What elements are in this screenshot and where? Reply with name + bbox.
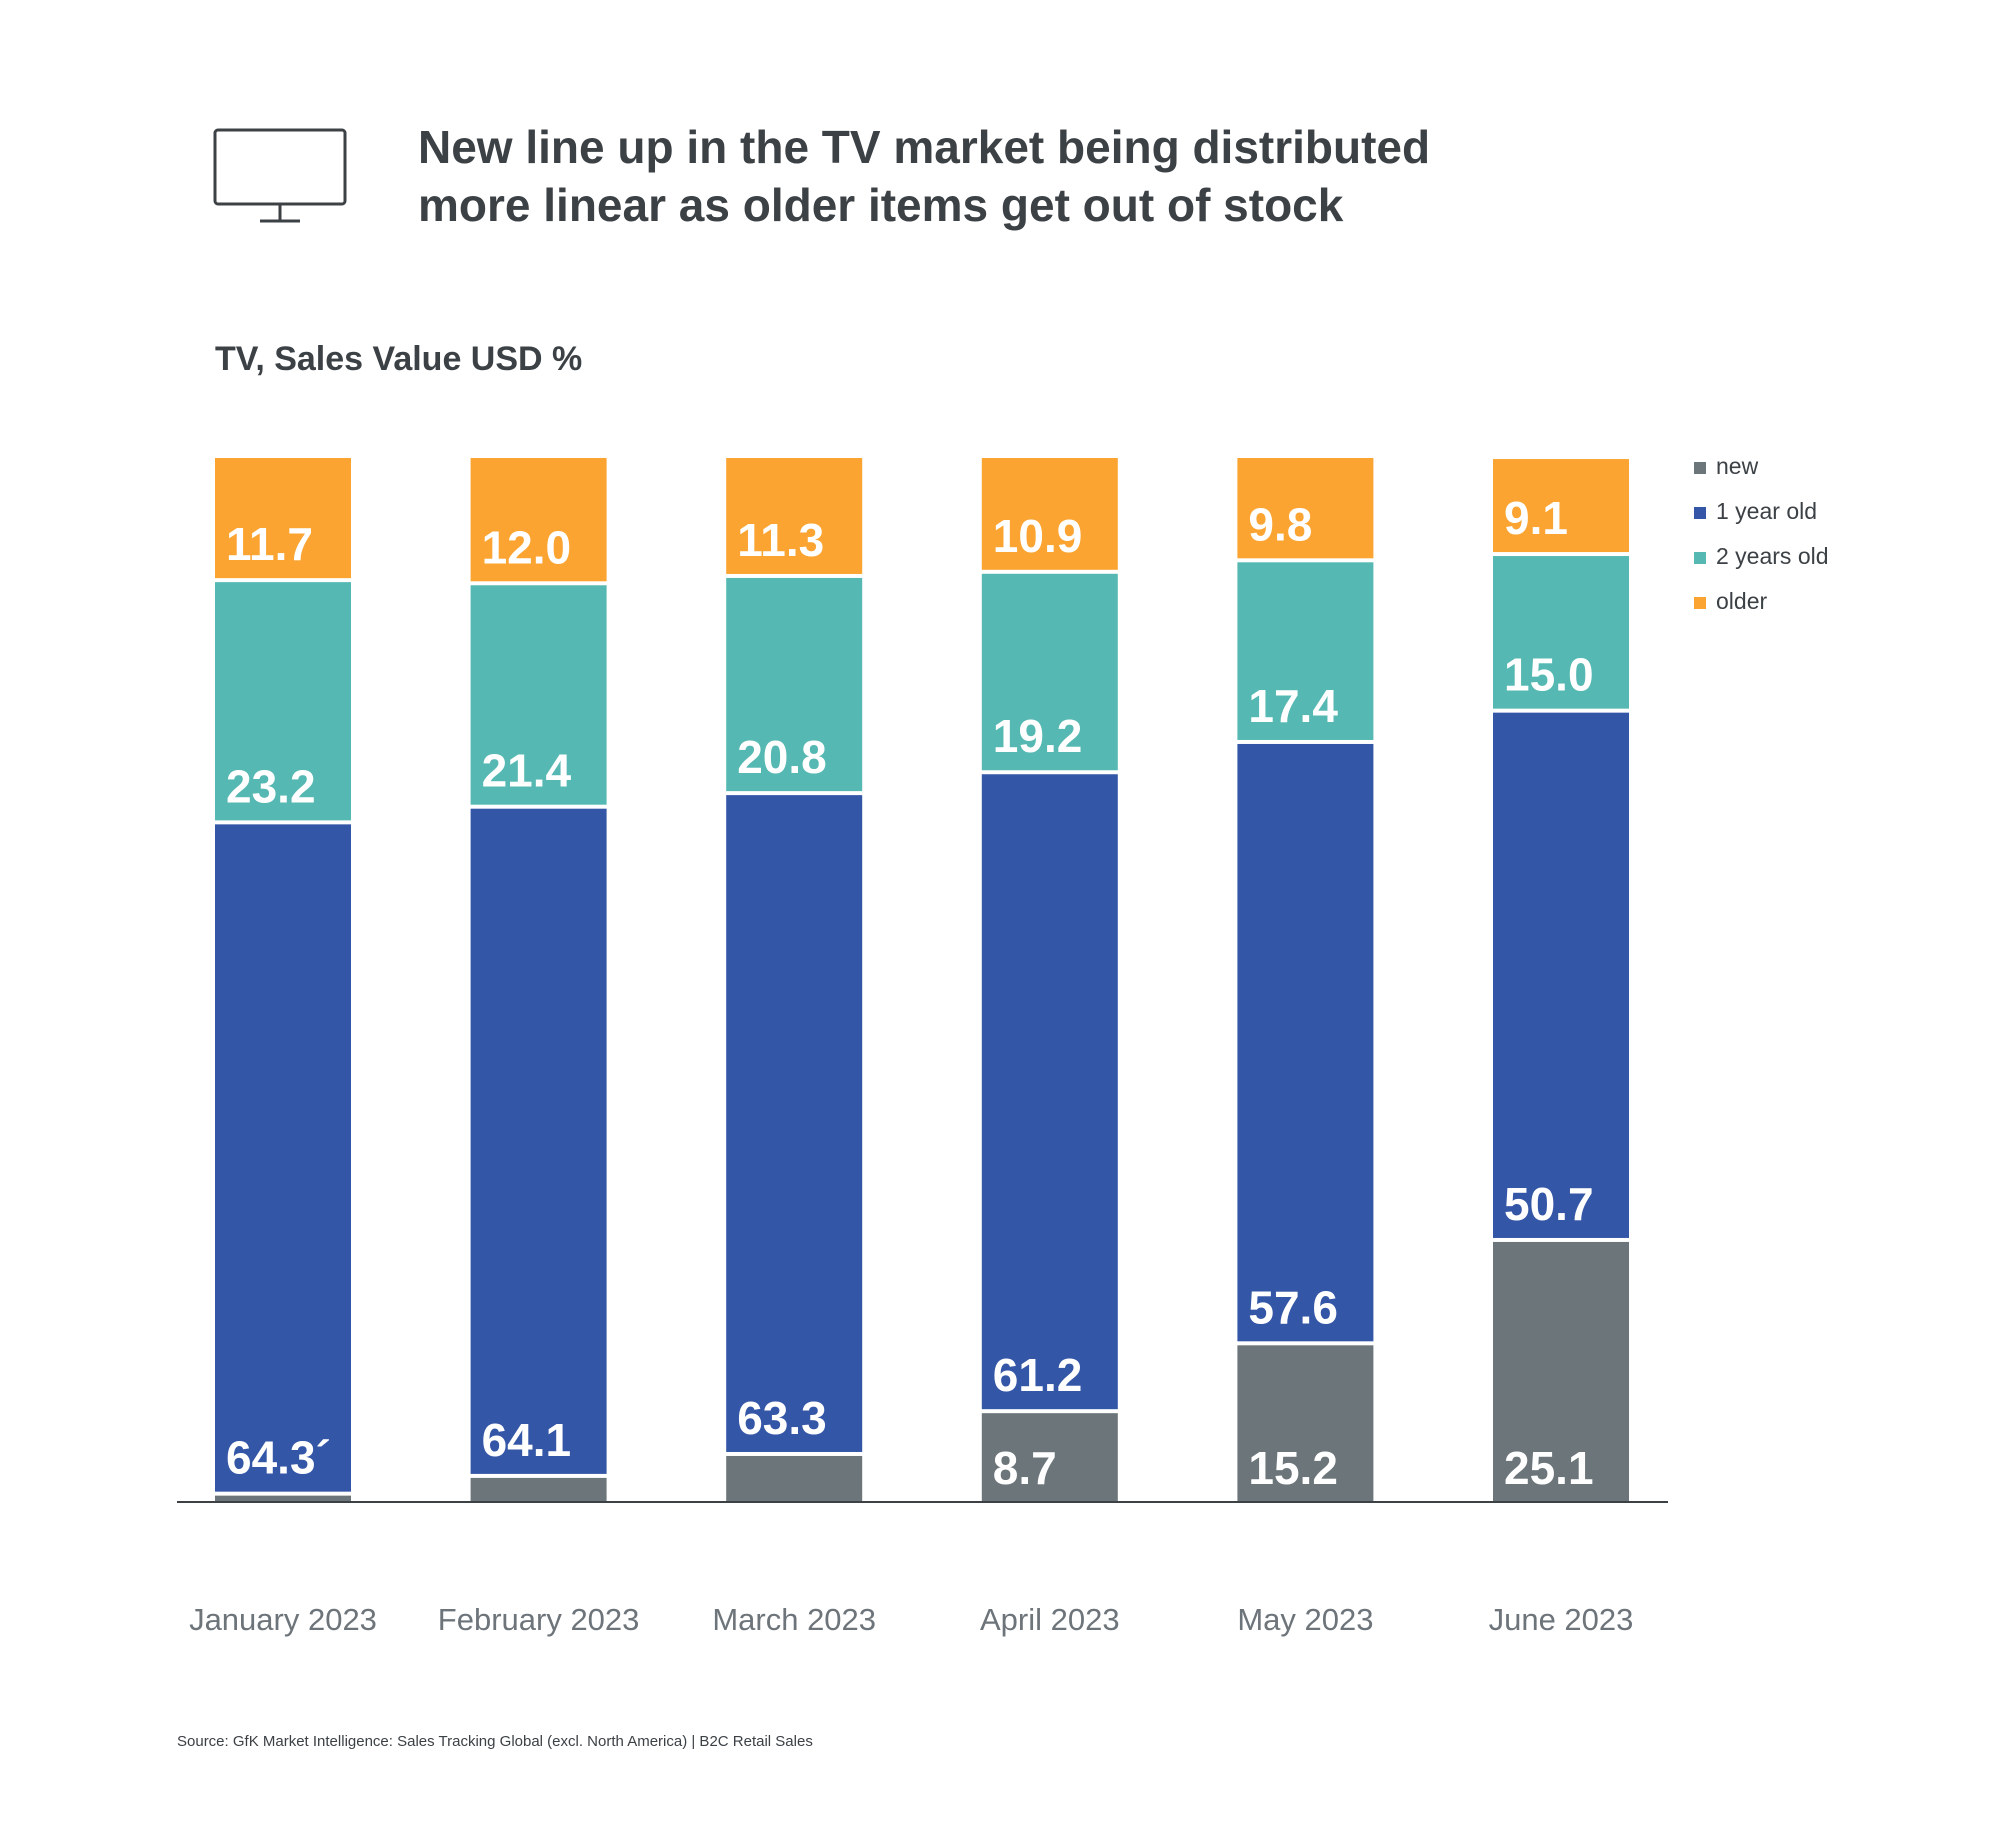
data-label: 25.1 [1504, 1442, 1594, 1494]
data-label: 20.8 [737, 731, 827, 783]
bar-segment-older [981, 458, 1118, 570]
source-note: Source: GfK Market Intelligence: Sales T… [177, 1733, 813, 1750]
x-tick-label: June 2023 [1489, 1602, 1634, 1637]
data-label: 15.2 [1248, 1442, 1338, 1494]
bar-segment-2-years-old [1493, 556, 1629, 709]
data-label: 50.7 [1504, 1178, 1594, 1230]
data-label: 61.2 [993, 1349, 1083, 1401]
data-label: 10.9 [993, 510, 1083, 562]
legend-label: 2 years old [1716, 543, 1829, 569]
data-label: 15.0 [1504, 649, 1594, 701]
chart-subtitle: TV, Sales Value USD % [215, 340, 583, 378]
stacked-bar-chart: 64.3´ 23.2 11.7 January 2023 64.1 21.4 12.0 Feb… [177, 453, 1829, 1637]
bar-segment-1-year-old [981, 774, 1118, 1410]
bar-segment-new [981, 1413, 1118, 1502]
chart-title-line-2: more linear as older items get out of st… [418, 179, 1344, 231]
bar-segment-2-years-old [726, 577, 863, 792]
legend-swatch-older [1694, 597, 1706, 609]
data-label: 9.8 [1248, 498, 1312, 550]
bar-segment-1-year-old [1493, 712, 1629, 1238]
bar-segment-new [1237, 1345, 1374, 1502]
legend-label: 1 year old [1716, 498, 1817, 524]
bar-segment-older [215, 458, 351, 579]
bar-segment-1-year-old [1237, 743, 1374, 1342]
bar-segment-older [1237, 458, 1374, 559]
data-label: 17.4 [1248, 680, 1338, 732]
bar-segment-1-year-old [215, 824, 351, 1492]
data-label: 64.1 [482, 1414, 572, 1466]
data-label: 57.6 [1248, 1281, 1338, 1333]
chart-title-line-1: New line up in the TV market being distr… [418, 121, 1431, 173]
x-tick-label: May 2023 [1237, 1602, 1373, 1637]
x-tick-label: March 2023 [712, 1602, 876, 1637]
data-label: 64.3´ [226, 1432, 331, 1484]
legend-label: older [1716, 588, 1767, 614]
bar-segment-older [1493, 459, 1629, 553]
legend-label: new [1716, 453, 1759, 479]
bar-segment-new [1493, 1241, 1629, 1502]
chart-title: New line up in the TV market being distr… [418, 118, 1618, 234]
data-label: 19.2 [993, 710, 1083, 762]
data-label: 23.2 [226, 760, 316, 812]
legend-swatch-2-years-old [1694, 552, 1706, 564]
bar-segment-2-years-old [470, 585, 607, 805]
x-tick-label: February 2023 [438, 1602, 640, 1637]
x-tick-label: January 2023 [189, 1602, 377, 1637]
data-label: 63.3 [737, 1392, 827, 1444]
bar-segment-2-years-old [215, 582, 351, 821]
bar-segment-new [470, 1477, 607, 1502]
bar-segment-older [470, 458, 607, 582]
legend-swatch-new [1694, 462, 1706, 474]
bar-segment-older [726, 458, 863, 574]
data-label: 12.0 [482, 521, 572, 573]
data-label: 9.1 [1504, 492, 1568, 544]
bar-segment-1-year-old [726, 795, 863, 1452]
bar-segment-new [215, 1495, 351, 1502]
bar-segment-new [726, 1455, 863, 1502]
data-label: 11.7 [226, 518, 313, 570]
tv-monitor-icon [213, 128, 347, 223]
data-label: 11.3 [737, 514, 824, 566]
legend-swatch-1-year-old [1694, 507, 1706, 519]
bar-segment-1-year-old [470, 808, 607, 1474]
bar-segment-2-years-old [1237, 562, 1374, 740]
data-label: 21.4 [482, 745, 572, 797]
x-tick-label: April 2023 [980, 1602, 1120, 1637]
data-label: 8.7 [993, 1442, 1057, 1494]
bar-segment-2-years-old [981, 573, 1118, 771]
